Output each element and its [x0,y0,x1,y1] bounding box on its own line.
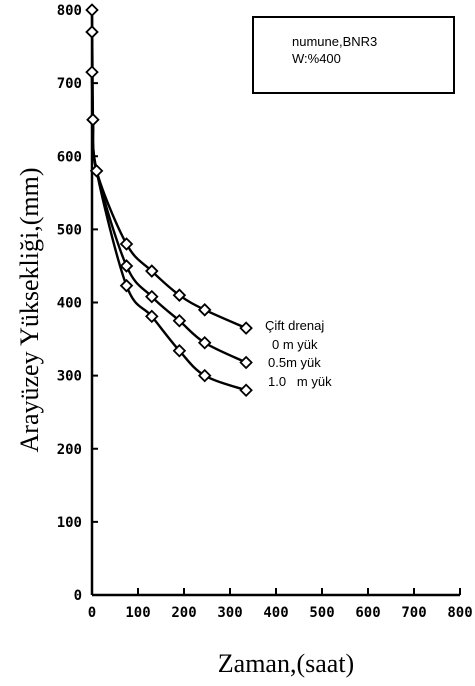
y-axis-title: Arayüzey Yüksekliği,(mm) [15,168,44,453]
y-tick-label: 800 [57,3,82,19]
annotation-box: numune,BNR3 W:%400 [252,16,455,94]
series-1-point [119,237,134,251]
legend-series-3: 1.0 m yük [268,374,332,389]
shared-start-point [89,164,104,178]
series-3-point [172,343,187,358]
series-1-point [197,303,212,317]
x-axis-title: Zaman,(saat) [218,649,354,678]
x-tick-label: 200 [171,605,196,621]
series-line-3 [90,72,247,392]
y-tick-label: 0 [74,588,82,604]
shared-start-point [86,112,100,127]
legend-title: Çift drenaj [265,318,324,333]
series-2-point [145,289,159,304]
series-3-point [239,383,253,398]
annotation-line-1: numune,BNR3 [292,34,377,49]
x-tick-label: 300 [217,605,242,621]
shared-start-point [85,65,99,79]
x-tick-label: 700 [401,605,426,621]
legend-series-2: 0.5m yük [268,355,321,370]
series-2-point [239,355,253,370]
x-tick-label: 100 [125,605,150,621]
y-tick-label: 500 [57,222,82,238]
series-2-point [197,335,212,350]
axes [90,10,460,597]
x-tick-label: 800 [447,605,472,621]
series-line-1 [90,72,247,330]
legend: Çift drenaj 0 m yük 0.5m yük 1.0 m yük [265,318,332,389]
series-2-point [172,314,187,328]
series-3-point [119,278,134,293]
annotation-line-2: W:%400 [292,51,341,66]
ticks: 0 100 200 300 400 500 600 700 800 0 100 200 300 400 50… [57,3,473,621]
y-tick-label: 300 [57,369,82,385]
series-1-point [239,321,253,335]
y-tick-label: 200 [57,442,82,458]
y-tick-label: 100 [57,515,82,531]
y-tick-label: 700 [57,76,82,92]
series-lines [90,9,247,392]
x-tick-label: 500 [309,605,334,621]
x-tick-label: 600 [355,605,380,621]
series-1-point [145,264,159,278]
shared-start-point [85,3,99,17]
series-3-point [197,368,212,383]
series-1-point [172,288,187,302]
series-3-point [145,309,159,324]
series-2-point [119,259,134,273]
x-tick-label: 400 [263,605,288,621]
x-tick-label: 0 [88,605,96,621]
y-tick-label: 400 [57,296,82,312]
shared-start-point [85,25,99,39]
legend-series-1: 0 m yük [272,337,318,352]
y-tick-label: 600 [57,149,82,165]
annotation-frame [252,16,455,94]
series-markers [85,3,253,398]
